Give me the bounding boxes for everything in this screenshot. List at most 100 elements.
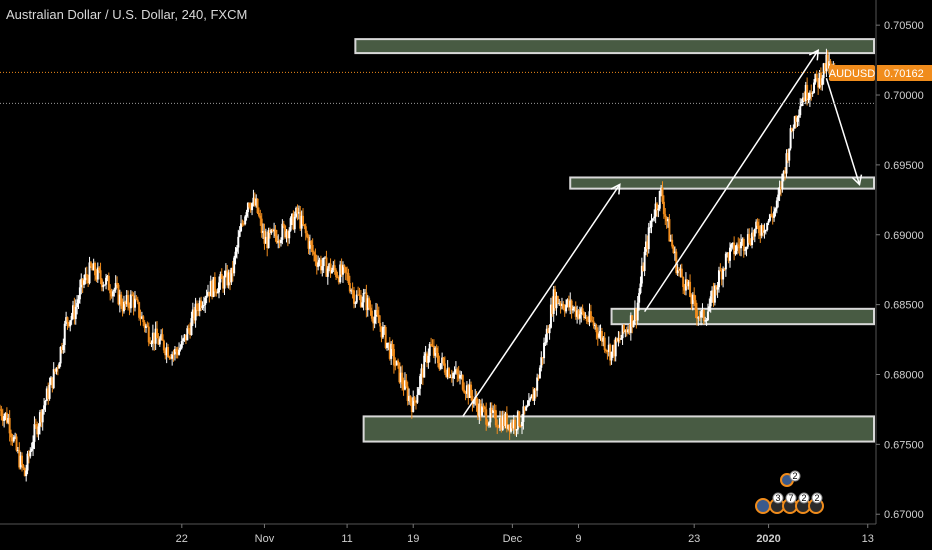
candle-body — [817, 78, 820, 88]
candle-body — [22, 465, 25, 469]
candle-body — [581, 308, 584, 313]
candle-body — [139, 317, 142, 319]
candle-body — [264, 236, 267, 244]
candle-body — [515, 429, 518, 431]
time-tick-label: Dec — [503, 533, 523, 545]
candle-body — [190, 318, 193, 336]
candle-body — [274, 229, 277, 237]
candle-body — [95, 275, 98, 280]
candle-body — [348, 283, 351, 292]
candle-body — [432, 345, 435, 356]
candle-body — [416, 394, 419, 403]
candle-body — [381, 327, 384, 338]
candle-body — [487, 422, 490, 426]
candle-body — [96, 267, 99, 280]
candle-body — [223, 275, 226, 289]
candle-body — [171, 354, 174, 359]
candle-body — [206, 291, 209, 296]
candle-body — [208, 291, 211, 297]
candle-body — [417, 388, 420, 395]
candle-body — [804, 84, 807, 101]
candle-body — [740, 241, 743, 249]
candle-body — [169, 356, 172, 359]
candle-body — [446, 368, 449, 377]
candle-body — [742, 238, 745, 251]
candle-body — [596, 332, 599, 338]
price-axis[interactable]: 0.70500 0.70000 0.69500 0.69000 0.68500 0.680… — [875, 0, 924, 524]
candle-body — [802, 97, 804, 103]
candle-body — [759, 233, 762, 236]
candle-body — [229, 272, 232, 283]
candle-body — [676, 270, 679, 274]
candle-body — [737, 244, 740, 247]
candle-body — [189, 329, 192, 336]
candle-body — [66, 317, 69, 323]
candle-body — [48, 384, 51, 399]
candle-body — [657, 208, 660, 211]
candle-body — [635, 308, 638, 321]
candle-body — [512, 419, 515, 429]
candle-body — [606, 350, 609, 352]
candle-body — [705, 320, 708, 322]
candle-body — [522, 406, 525, 422]
candle-body — [191, 309, 194, 319]
candle-body — [384, 326, 387, 348]
candle-body — [33, 424, 36, 442]
candle-body — [286, 231, 289, 239]
candle-body — [321, 266, 324, 271]
candle-body — [77, 299, 80, 304]
candle-body — [544, 342, 547, 344]
candle-body — [594, 325, 597, 327]
candle-body — [678, 270, 681, 272]
candle-body — [307, 236, 310, 249]
candle-body — [241, 223, 244, 225]
candle-body — [401, 372, 404, 385]
candle-body — [80, 278, 83, 288]
candle-body — [814, 73, 817, 83]
candle-body — [69, 320, 72, 327]
candle-body — [697, 317, 700, 319]
candle-body — [16, 449, 19, 451]
candle-body — [271, 229, 274, 232]
candle-body — [713, 285, 716, 303]
candle-body — [121, 306, 124, 312]
candle-body — [781, 173, 784, 190]
candle-body — [403, 380, 406, 390]
candle-body — [667, 219, 670, 222]
candle-body — [267, 229, 270, 249]
candle-body — [695, 310, 698, 319]
candle-body — [62, 344, 65, 350]
time-axis[interactable]: 22 Nov 11 19 Dec 9 23 2020 13 — [0, 523, 876, 545]
candle-body — [523, 406, 526, 411]
events-layer[interactable]: 23 7 2 2 — [755, 470, 824, 514]
candle-body — [763, 230, 766, 233]
candle-body — [63, 323, 66, 345]
candle-body — [460, 375, 463, 377]
candle-body — [461, 375, 464, 390]
candle-body — [576, 310, 579, 317]
candle-body — [752, 232, 755, 237]
candle-body — [450, 377, 453, 379]
candle-body — [197, 309, 200, 312]
candle-body — [625, 330, 628, 333]
candle-body — [723, 268, 726, 270]
candle-body — [328, 263, 331, 269]
candle-body — [431, 345, 434, 347]
candle-body — [406, 386, 409, 401]
candle-body — [183, 334, 186, 339]
candle-body — [91, 266, 94, 271]
candle-body — [527, 400, 530, 406]
candle-body — [478, 403, 481, 417]
candle-body — [319, 259, 322, 271]
event-count-label: 7 — [788, 493, 793, 503]
candle-body — [288, 230, 291, 239]
candle-body — [435, 347, 438, 354]
candle-body — [182, 338, 185, 342]
candle-body — [555, 296, 558, 309]
candle-body — [113, 289, 116, 292]
candle-body — [762, 225, 765, 233]
candle-body — [145, 325, 147, 328]
candle-body — [65, 317, 68, 324]
candle-body — [402, 384, 405, 390]
